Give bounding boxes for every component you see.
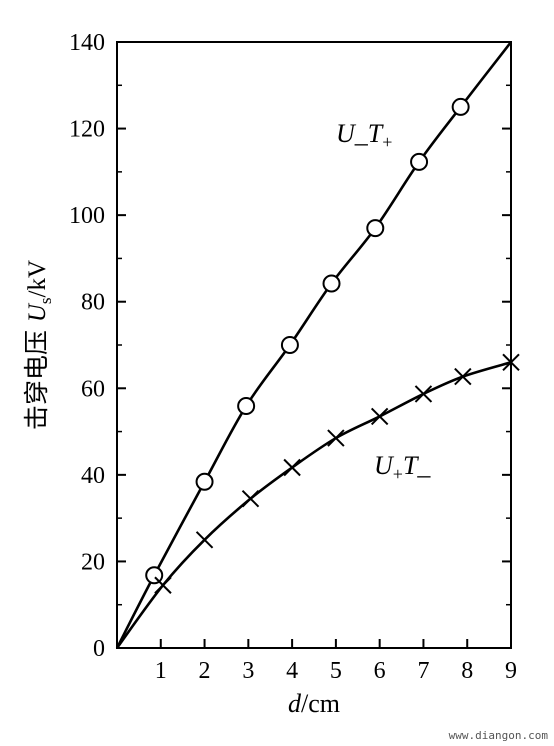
x-tick-label: 1 [155, 658, 167, 684]
plot-frame [116, 41, 512, 649]
series-line-1 [115, 41, 513, 649]
y-tick-label: 0 [93, 636, 105, 662]
circle-marker [366, 219, 385, 238]
x-marker [195, 531, 214, 549]
x-marker [283, 458, 301, 477]
x-tick-label: 5 [330, 658, 342, 684]
x-marker-stroke [195, 531, 214, 549]
y-tick-label: 120 [69, 117, 105, 143]
circle-marker [195, 472, 214, 491]
y-tick-label: 140 [69, 30, 105, 56]
x-marker-stroke [154, 576, 172, 594]
circle-marker [410, 152, 429, 171]
x-tick-label: 2 [199, 658, 211, 684]
x-tick-label: 4 [286, 658, 298, 684]
x-tick-label: 8 [461, 658, 473, 684]
series-label-ut-plus: U_T+ [336, 119, 392, 152]
x-tick-label: 7 [417, 658, 429, 684]
x-marker-stroke [241, 489, 260, 508]
x-marker-stroke [502, 353, 520, 372]
y-tick-label: 60 [81, 376, 105, 402]
x-marker-stroke [283, 458, 301, 477]
series-line-2 [115, 361, 512, 649]
x-marker [327, 429, 345, 447]
x-marker-stroke [327, 429, 345, 447]
x-tick-label: 9 [505, 658, 517, 684]
circle-marker [322, 274, 341, 293]
watermark: www.diangon.com [448, 729, 548, 742]
x-marker [154, 576, 172, 594]
y-tick-label: 80 [81, 290, 105, 316]
x-marker [454, 367, 472, 386]
x-axis-label: d/cm [288, 689, 340, 718]
x-marker [370, 407, 389, 426]
x-marker [414, 385, 433, 403]
y-axis-ticks: 0 20 40 60 80 100 120 140 [69, 30, 511, 662]
circle-marker [451, 97, 470, 116]
x-marker-stroke [370, 407, 389, 426]
series-label-u-plus-t: U+T_ [374, 451, 431, 484]
x-tick-label: 6 [374, 658, 386, 684]
x-marker [502, 353, 520, 372]
x-marker-stroke [414, 385, 433, 403]
markers [145, 97, 520, 594]
x-marker-stroke [454, 367, 472, 386]
x-axis-ticks: 1 2 3 4 5 6 7 8 9 [155, 639, 517, 684]
x-tick-label: 3 [242, 658, 254, 684]
y-tick-label: 40 [81, 463, 105, 489]
y-axis-label: 击穿电压 Us/kV [22, 260, 55, 430]
x-marker [241, 489, 260, 508]
y-tick-label: 20 [81, 549, 105, 575]
y-tick-label: 100 [69, 203, 105, 229]
circle-marker [280, 336, 299, 354]
circle-marker [237, 397, 256, 416]
series-lines [115, 41, 513, 649]
